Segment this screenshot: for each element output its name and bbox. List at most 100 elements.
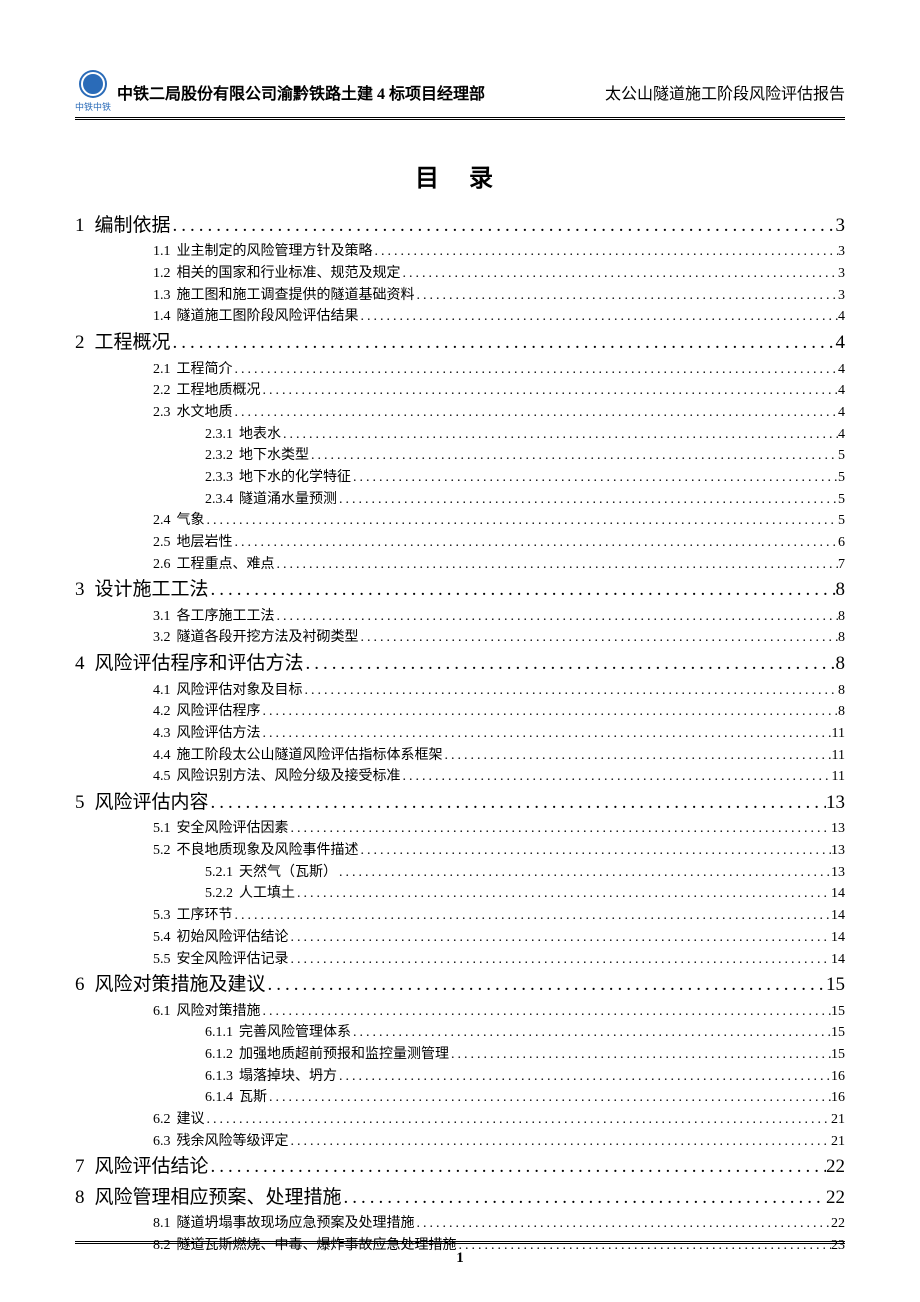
- toc-page: 8: [838, 606, 845, 628]
- toc-page: 4: [838, 424, 845, 446]
- toc-leader: ........................................…: [233, 402, 839, 424]
- logo-icon: [79, 70, 107, 98]
- toc-leader: ........................................…: [337, 1066, 831, 1088]
- toc-leader: ........................................…: [209, 575, 836, 605]
- toc-num: 5.2: [153, 840, 171, 862]
- toc-leader: ........................................…: [449, 1044, 831, 1066]
- toc-label: 工程重点、难点: [177, 554, 275, 576]
- toc-leader: ........................................…: [337, 862, 831, 884]
- toc-label: 风险对策措施及建议: [95, 970, 266, 1000]
- toc-page: 22: [826, 1152, 845, 1182]
- toc-page: 13: [826, 788, 845, 818]
- page-header: 中铁中铁 中铁二局股份有限公司渝黔铁路土建 4 标项目经理部 太公山隧道施工阶段…: [75, 70, 845, 120]
- toc-leader: ........................................…: [233, 905, 832, 927]
- toc-num: 4.4: [153, 745, 171, 767]
- toc-label: 施工图和施工调查提供的隧道基础资料: [177, 285, 415, 307]
- toc-page: 21: [831, 1109, 845, 1131]
- toc-num: 2.6: [153, 554, 171, 576]
- toc-page: 4: [836, 328, 846, 358]
- toc-page: 8: [838, 680, 845, 702]
- toc-label: 地下水的化学特征: [239, 467, 351, 489]
- toc-leader: ........................................…: [281, 424, 838, 446]
- toc-label: 工程概况: [95, 328, 171, 358]
- toc-num: 2.3.1: [205, 424, 233, 446]
- toc-entry: 2.2 工程地质概况...............................…: [153, 380, 845, 402]
- toc-entry: 3.1各工序施工工法..............................…: [153, 606, 845, 628]
- toc-num: 6.1: [153, 1001, 171, 1023]
- toc-num: 6.3: [153, 1131, 171, 1153]
- toc-leader: ........................................…: [289, 1131, 832, 1153]
- toc-num: 6: [75, 970, 85, 1000]
- toc-label: 工程地质概况: [177, 380, 261, 402]
- toc-page: 15: [831, 1022, 845, 1044]
- toc-num: 1.1: [153, 241, 171, 263]
- toc-entry: 5.3工序环节.................................…: [153, 905, 845, 927]
- toc-num: 2.3.3: [205, 467, 233, 489]
- toc-leader: ........................................…: [261, 380, 839, 402]
- toc-label: 风险管理相应预案、处理措施: [95, 1183, 342, 1213]
- toc-entry: 6.1风险对策措施...............................…: [153, 1001, 845, 1023]
- toc-page: 15: [831, 1001, 845, 1023]
- toc-entry: 1.4隧道施工图阶段风险评估结果........................…: [153, 306, 845, 328]
- toc-leader: ........................................…: [337, 489, 838, 511]
- toc-num: 5: [75, 788, 85, 818]
- toc-page: 15: [831, 1044, 845, 1066]
- toc-entry: 2.3 水文地质.................................…: [153, 402, 845, 424]
- toc-label: 风险评估对象及目标: [177, 680, 303, 702]
- toc-label: 水文地质: [177, 402, 233, 424]
- toc-num: 1.4: [153, 306, 171, 328]
- toc-num: 2.5: [153, 532, 171, 554]
- toc-leader: ........................................…: [275, 554, 839, 576]
- toc-page: 22: [826, 1183, 845, 1213]
- toc-num: 2.3: [153, 402, 171, 424]
- toc-label: 施工阶段太公山隧道风险评估指标体系框架: [177, 745, 443, 767]
- logo-wrapper: 中铁中铁: [75, 70, 111, 113]
- toc-leader: ........................................…: [415, 1213, 832, 1235]
- toc-entry: 4.5风险识别方法、风险分级及接受标准.....................…: [153, 766, 845, 788]
- toc-page: 5: [838, 510, 845, 532]
- toc-entry: 5.2不良地质现象及风险事件描述........................…: [153, 840, 845, 862]
- toc-label: 隧道施工图阶段风险评估结果: [177, 306, 359, 328]
- header-left: 中铁中铁 中铁二局股份有限公司渝黔铁路土建 4 标项目经理部: [75, 70, 485, 113]
- toc-leader: ........................................…: [401, 263, 839, 285]
- toc-num: 4.5: [153, 766, 171, 788]
- toc-leader: ........................................…: [415, 285, 839, 307]
- toc-page: 7: [838, 554, 845, 576]
- toc-entry: 2工程概况...................................…: [75, 328, 845, 358]
- toc-label: 风险评估程序: [177, 701, 261, 723]
- toc-num: 5.3: [153, 905, 171, 927]
- toc-entry: 2.1工程简介.................................…: [153, 359, 845, 381]
- header-right-text: 太公山隧道施工阶段风险评估报告: [605, 80, 845, 104]
- toc-page: 8: [838, 627, 845, 649]
- toc-page: 8: [836, 575, 846, 605]
- toc-num: 2.2: [153, 380, 171, 402]
- toc-page: 3: [838, 285, 845, 307]
- toc-label: 业主制定的风险管理方针及策略: [177, 241, 373, 263]
- toc-page: 14: [831, 949, 845, 971]
- toc-entry: 4.4施工阶段太公山隧道风险评估指标体系框架..................…: [153, 745, 845, 767]
- toc-leader: ........................................…: [359, 840, 832, 862]
- toc-label: 隧道各段开挖方法及衬砌类型: [177, 627, 359, 649]
- toc-page: 5: [838, 489, 845, 511]
- toc-entry: 5.1安全风险评估因素.............................…: [153, 818, 845, 840]
- toc-label: 建议: [177, 1109, 205, 1131]
- toc-num: 3.2: [153, 627, 171, 649]
- toc-num: 4.1: [153, 680, 171, 702]
- toc-leader: ........................................…: [261, 701, 839, 723]
- toc-entry: 5风险评估内容.................................…: [75, 788, 845, 818]
- toc-entry: 2.5地层岩性.................................…: [153, 532, 845, 554]
- toc-page: 14: [831, 927, 845, 949]
- toc-page: 15: [826, 970, 845, 1000]
- toc-label: 工程简介: [177, 359, 233, 381]
- toc-num: 8: [75, 1183, 85, 1213]
- toc-num: 2: [75, 328, 85, 358]
- toc-entry: 6.3残余风险等级评定.............................…: [153, 1131, 845, 1153]
- toc-entry: 5.4初始风险评估结论.............................…: [153, 927, 845, 949]
- toc-num: 8.1: [153, 1213, 171, 1235]
- toc-label: 风险评估程序和评估方法: [95, 649, 304, 679]
- toc-num: 4.3: [153, 723, 171, 745]
- toc-label: 初始风险评估结论: [177, 927, 289, 949]
- toc-page: 14: [831, 883, 845, 905]
- toc-label: 风险评估方法: [177, 723, 261, 745]
- toc-entry: 6.1.2加强地质超前预报和监控量测管理....................…: [205, 1044, 845, 1066]
